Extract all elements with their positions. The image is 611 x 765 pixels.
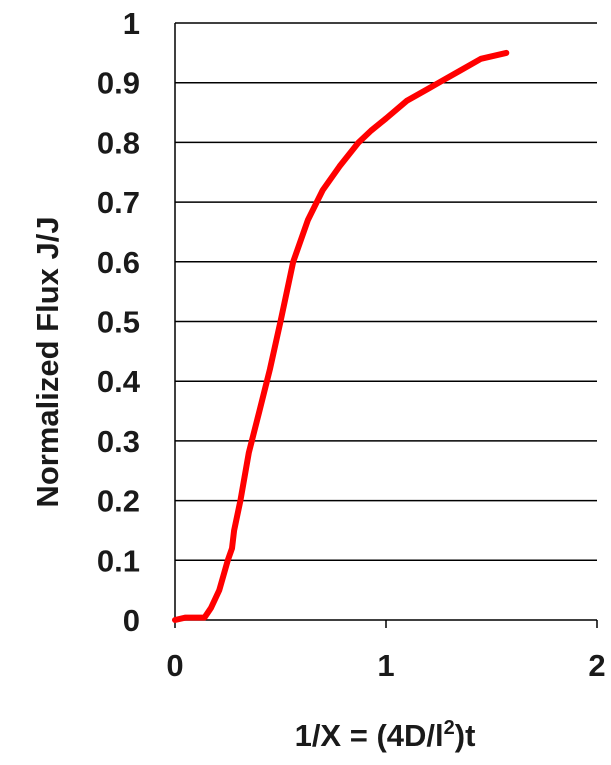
y-tick-label: 0.4 bbox=[97, 364, 141, 399]
series-layer bbox=[172, 49, 510, 623]
y-tick-label: 0.3 bbox=[97, 424, 140, 459]
y-tick-label: 0.9 bbox=[97, 66, 140, 101]
y-tick-label: 0.6 bbox=[97, 245, 140, 280]
x-tick-label: 0 bbox=[166, 648, 183, 683]
y-tick-label: 0.1 bbox=[97, 543, 140, 578]
x-tick-labels: 0 1 2 bbox=[166, 648, 605, 683]
y-tick-label: 0 bbox=[123, 603, 140, 638]
y-tick-label: 1 bbox=[123, 6, 140, 41]
y-tick-label: 0.2 bbox=[97, 484, 140, 519]
x-tick-label: 1 bbox=[377, 648, 394, 683]
x-axis-title: 1/X = (4D/l2)t bbox=[295, 717, 476, 753]
x-axis-title-prefix: 1/X = (4D/l bbox=[295, 718, 444, 753]
x-axis-title-superscript: 2 bbox=[444, 717, 455, 739]
gridlines bbox=[175, 22, 597, 562]
y-axis-title: Normalized Flux J/J bbox=[30, 216, 65, 507]
y-tick-label: 0.8 bbox=[97, 125, 140, 160]
y-tick-label: 0.7 bbox=[97, 185, 140, 220]
x-tick-label: 2 bbox=[588, 648, 605, 683]
axes bbox=[174, 23, 598, 628]
series-line bbox=[172, 49, 510, 623]
y-tick-labels: 0 0.1 0.2 0.3 0.4 0.5 0.6 0.7 0.8 0.9 1 bbox=[97, 6, 141, 638]
x-axis-title-suffix: )t bbox=[455, 718, 476, 753]
y-tick-label: 0.5 bbox=[97, 305, 140, 340]
